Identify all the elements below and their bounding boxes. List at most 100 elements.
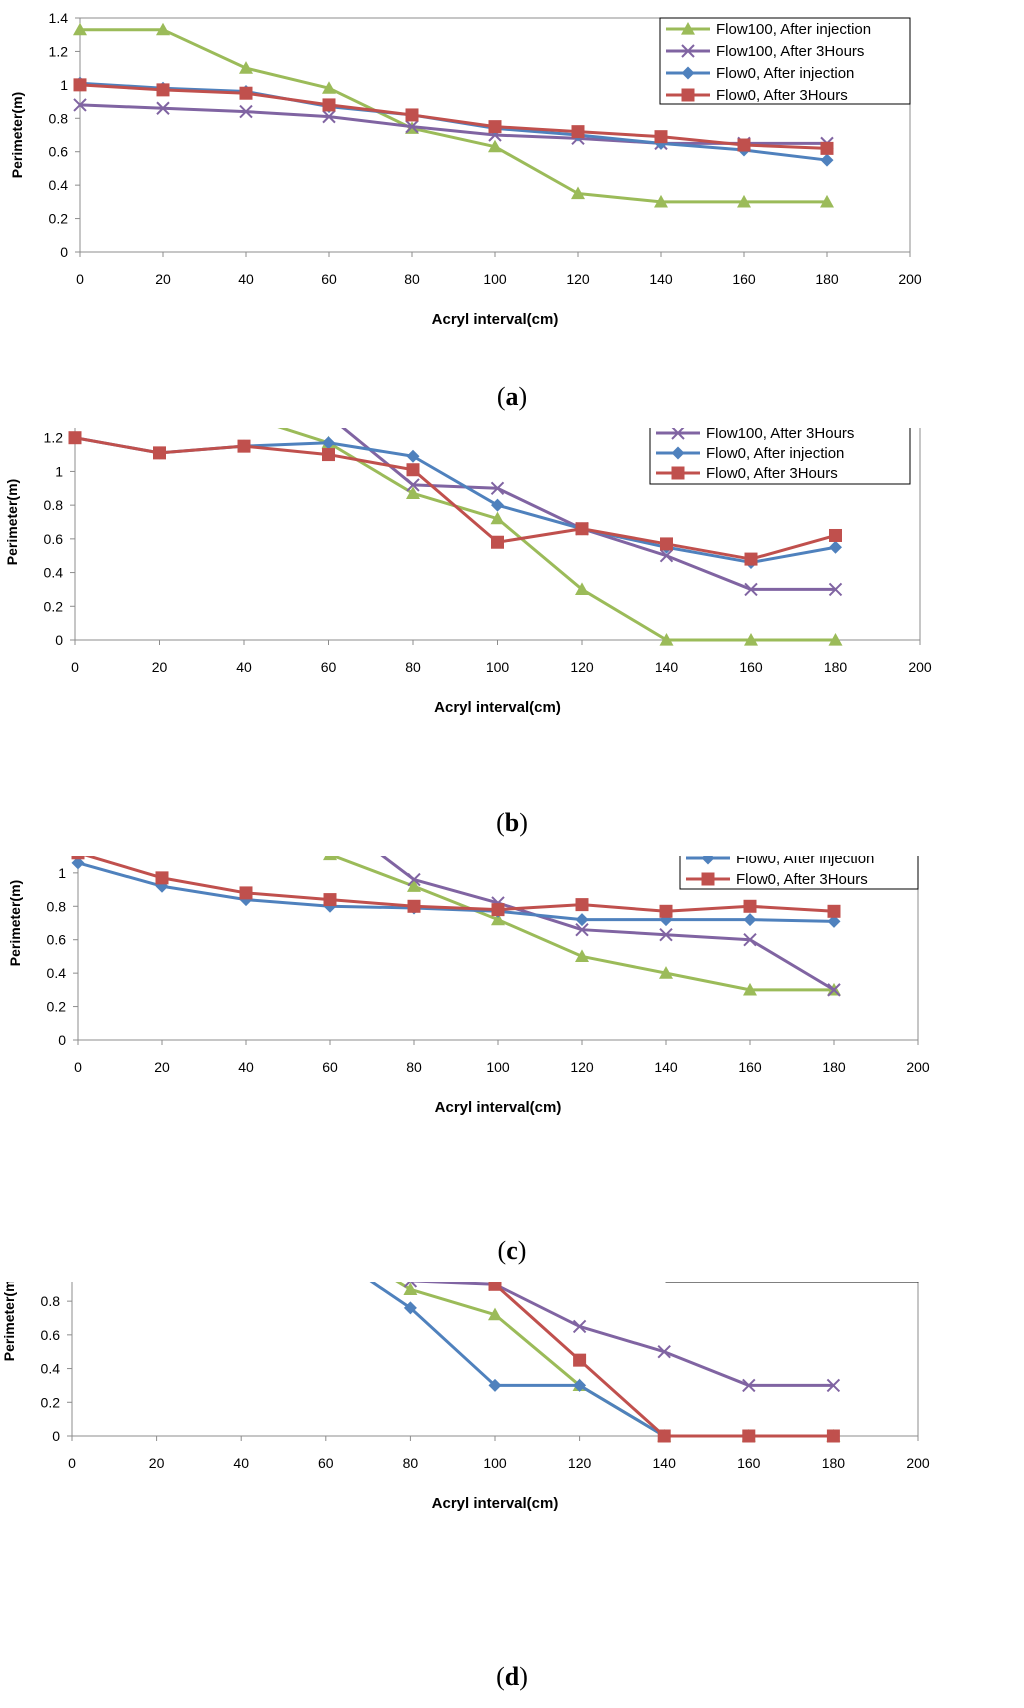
y-tick-label: 0.6 bbox=[47, 932, 67, 948]
x-tick-label: 40 bbox=[233, 1455, 249, 1471]
series-line bbox=[380, 856, 835, 992]
series-line bbox=[341, 428, 836, 591]
diamond-marker bbox=[671, 446, 685, 460]
x-tick-label: 60 bbox=[321, 271, 337, 287]
series-line bbox=[77, 861, 835, 923]
x-marker bbox=[744, 582, 758, 597]
y-tick-label: 0.6 bbox=[41, 1327, 61, 1343]
x-tick-label: 60 bbox=[321, 659, 337, 675]
square-marker bbox=[491, 535, 504, 549]
legend-box bbox=[679, 856, 919, 890]
square-marker bbox=[681, 88, 695, 102]
x-tick-label: 20 bbox=[149, 1455, 165, 1471]
series-x bbox=[380, 856, 841, 997]
square-marker bbox=[660, 537, 673, 551]
x-tick-label: 140 bbox=[654, 1059, 678, 1075]
chart-svg: 00.20.40.60.811.21.402040608010012014016… bbox=[7, 856, 930, 1116]
y-tick-label: 0.4 bbox=[49, 177, 69, 193]
y-tick-label: 0.8 bbox=[44, 497, 64, 513]
x-tick-label: 20 bbox=[152, 659, 168, 675]
panel-letter: d bbox=[504, 1662, 520, 1691]
square-marker bbox=[829, 528, 842, 542]
x-marker bbox=[572, 1319, 587, 1334]
legend: Flow100, After injection Flow100, After 3… bbox=[659, 17, 911, 105]
y-tick-label: 0.2 bbox=[41, 1394, 61, 1410]
square-marker bbox=[155, 871, 169, 885]
y-tick-label: 1.2 bbox=[44, 430, 64, 446]
y-tick-label: 0.8 bbox=[41, 1293, 61, 1309]
y-axis-label: Perimeter(m) bbox=[4, 479, 20, 565]
diamond-marker bbox=[403, 1301, 417, 1315]
square-marker bbox=[701, 872, 715, 886]
x-marker bbox=[73, 98, 87, 112]
square-marker bbox=[239, 886, 253, 900]
x-tick-label: 80 bbox=[405, 659, 421, 675]
x-marker bbox=[742, 1378, 756, 1393]
x-tick-label: 120 bbox=[568, 1455, 592, 1471]
legend-entry: Flow100, After injection bbox=[716, 21, 871, 38]
series-line bbox=[83, 856, 835, 913]
x-marker bbox=[575, 922, 589, 937]
x-tick-label: 80 bbox=[404, 271, 420, 287]
x-marker bbox=[657, 1345, 671, 1359]
triangle-marker bbox=[491, 912, 505, 926]
x-tick-label: 160 bbox=[737, 1455, 761, 1471]
x-tick-label: 120 bbox=[570, 1059, 594, 1075]
x-marker bbox=[659, 927, 673, 942]
y-tick-label: 0.6 bbox=[49, 144, 69, 160]
x-tick-label: 20 bbox=[154, 1059, 170, 1075]
x-tick-label: 140 bbox=[649, 271, 673, 287]
series-square bbox=[73, 78, 834, 155]
square-marker bbox=[237, 439, 251, 453]
square-marker bbox=[571, 125, 585, 139]
square-marker bbox=[671, 466, 685, 480]
square-marker bbox=[827, 904, 841, 918]
square-marker bbox=[826, 1429, 840, 1443]
x-tick-label: 200 bbox=[906, 1455, 930, 1471]
chart-panel-b: 00.20.40.60.811.21.402040608010012014016… bbox=[0, 428, 1024, 856]
triangle-marker bbox=[323, 856, 337, 861]
series-line bbox=[80, 28, 827, 204]
legend-entry: Flow0, After 3Hours bbox=[706, 465, 838, 482]
y-tick-label: 1 bbox=[58, 865, 66, 881]
diamond-marker bbox=[573, 1378, 587, 1392]
x-marker bbox=[403, 1282, 418, 1288]
series-square bbox=[71, 856, 841, 918]
triangle-marker bbox=[659, 966, 673, 979]
x-tick-label: 200 bbox=[906, 1059, 930, 1075]
series-line bbox=[79, 103, 827, 145]
diamond-marker bbox=[743, 913, 757, 927]
panel-letter: a bbox=[505, 382, 519, 411]
y-tick-label: 0.4 bbox=[47, 965, 67, 981]
triangle-marker bbox=[73, 22, 87, 36]
y-tick-label: 1 bbox=[60, 77, 68, 93]
y-tick-label: 0.8 bbox=[47, 898, 67, 914]
x-marker bbox=[407, 872, 421, 887]
series-line bbox=[329, 856, 834, 992]
triangle-marker bbox=[820, 194, 834, 208]
y-tick-label: 0 bbox=[52, 1428, 60, 1444]
chart-svg: 00.20.40.60.811.21.402040608010012014016… bbox=[1, 1282, 930, 1512]
x-tick-label: 200 bbox=[898, 271, 922, 287]
square-marker bbox=[573, 1353, 587, 1367]
triangle-marker bbox=[743, 982, 757, 996]
x-marker bbox=[405, 119, 419, 134]
x-marker bbox=[490, 481, 505, 495]
x-tick-label: 160 bbox=[732, 271, 756, 287]
x-marker bbox=[239, 104, 253, 119]
legend-entry: Flow0, After injection bbox=[716, 65, 854, 82]
square-marker bbox=[737, 138, 751, 152]
x-tick-label: 0 bbox=[68, 1455, 76, 1471]
x-tick-label: 200 bbox=[908, 659, 932, 675]
chart-panel-a: 0 0.2 0.4 0.6 0.8 1 1.2 1.4 0 20 40 60 80 100 120 140 16… bbox=[0, 0, 1024, 428]
x-tick-label: 180 bbox=[822, 1455, 846, 1471]
x-axis-label: Acryl interval(cm) bbox=[434, 699, 561, 716]
x-marker bbox=[827, 983, 841, 997]
square-marker bbox=[491, 903, 505, 917]
diamond-marker bbox=[406, 449, 420, 463]
x-tick-label: 120 bbox=[570, 659, 594, 675]
y-tick-label: 1.4 bbox=[49, 10, 69, 26]
triangle-marker bbox=[654, 194, 668, 208]
legend-box bbox=[649, 428, 911, 485]
x-tick-label: 80 bbox=[406, 1059, 422, 1075]
